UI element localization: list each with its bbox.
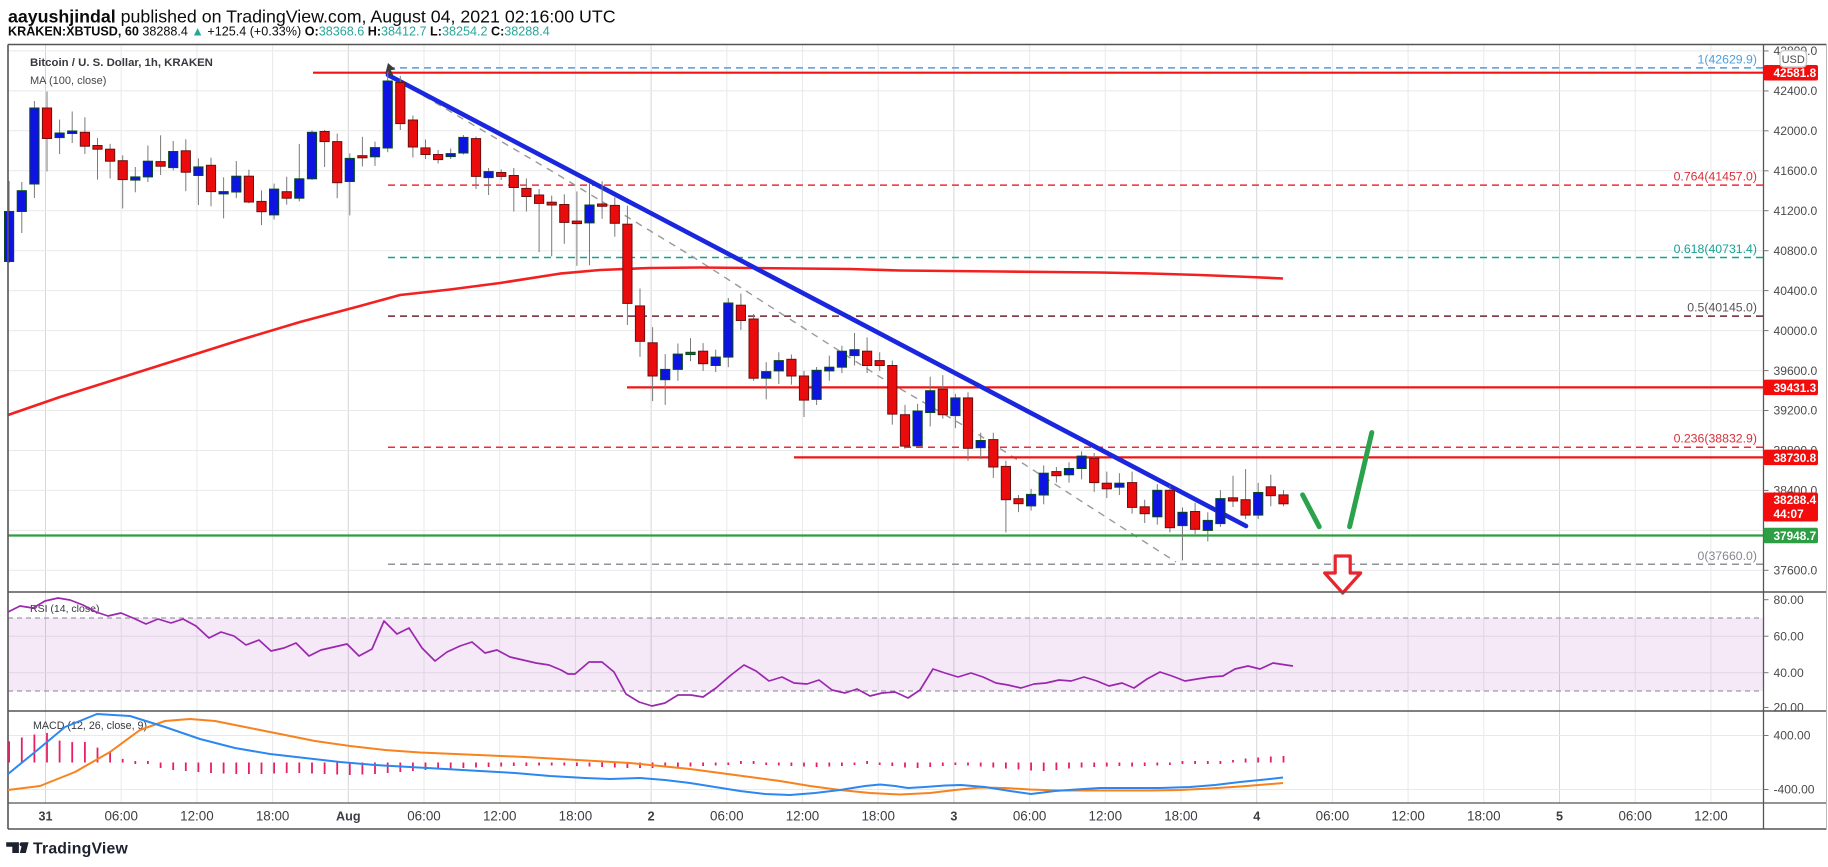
svg-text:0.236(38832.9): 0.236(38832.9) [1674, 432, 1757, 446]
svg-text:0.764(41457.0): 0.764(41457.0) [1674, 170, 1757, 184]
svg-text:41200.0: 41200.0 [1774, 204, 1818, 218]
svg-text:80.00: 80.00 [1774, 593, 1805, 607]
svg-text:-400.00: -400.00 [1774, 783, 1815, 797]
svg-text:44:07: 44:07 [1774, 507, 1805, 521]
svg-text:0.5(40145.0): 0.5(40145.0) [1687, 301, 1757, 315]
svg-text:3: 3 [950, 810, 957, 824]
svg-text:0.618(40731.4): 0.618(40731.4) [1674, 242, 1757, 256]
svg-text:MACD (12, 26, close, 9): MACD (12, 26, close, 9) [33, 720, 147, 732]
svg-text:60.00: 60.00 [1774, 629, 1805, 643]
svg-text:40000.0: 40000.0 [1774, 324, 1818, 338]
svg-text:06:00: 06:00 [1618, 809, 1652, 824]
svg-text:MA (100, close): MA (100, close) [30, 75, 106, 87]
svg-text:4: 4 [1253, 810, 1260, 824]
svg-text:06:00: 06:00 [710, 809, 744, 824]
svg-text:37600.0: 37600.0 [1774, 564, 1818, 578]
svg-text:12:00: 12:00 [483, 809, 517, 824]
svg-text:39431.3: 39431.3 [1774, 381, 1817, 395]
svg-text:Aug: Aug [336, 810, 360, 824]
svg-text:40.00: 40.00 [1774, 666, 1805, 680]
svg-text:12:00: 12:00 [180, 809, 214, 824]
svg-text:1(42629.9): 1(42629.9) [1698, 52, 1757, 66]
svg-text:37948.7: 37948.7 [1774, 529, 1817, 543]
svg-text:400.00: 400.00 [1774, 729, 1811, 743]
svg-text:5: 5 [1556, 810, 1563, 824]
svg-text:06:00: 06:00 [104, 809, 138, 824]
svg-text:39200.0: 39200.0 [1774, 404, 1818, 418]
svg-text:aayushjindal published on Trad: aayushjindal published on TradingView.co… [8, 7, 616, 27]
svg-text:0(37660.0): 0(37660.0) [1698, 549, 1757, 563]
svg-text:42400.0: 42400.0 [1774, 84, 1818, 98]
svg-text:USD: USD [1782, 54, 1805, 66]
svg-text:12:00: 12:00 [1694, 809, 1728, 824]
svg-text:TradingView: TradingView [33, 841, 128, 858]
svg-text:06:00: 06:00 [1316, 809, 1350, 824]
svg-text:40800.0: 40800.0 [1774, 244, 1818, 258]
svg-text:39600.0: 39600.0 [1774, 364, 1818, 378]
svg-text:2: 2 [648, 810, 655, 824]
svg-text:12:00: 12:00 [786, 809, 820, 824]
svg-text:RSI (14, close): RSI (14, close) [30, 603, 99, 615]
svg-text:KRAKEN:XBTUSD, 60 38288.4 ▲ +1: KRAKEN:XBTUSD, 60 38288.4 ▲ +125.4 (+0.3… [8, 25, 550, 39]
svg-text:Bitcoin / U. S. Dollar, 1h, KR: Bitcoin / U. S. Dollar, 1h, KRAKEN [30, 57, 213, 69]
svg-text:06:00: 06:00 [1013, 809, 1047, 824]
svg-text:18:00: 18:00 [861, 809, 895, 824]
svg-text:38730.8: 38730.8 [1774, 451, 1817, 465]
svg-text:31: 31 [38, 810, 52, 824]
svg-text:42581.8: 42581.8 [1774, 66, 1817, 80]
svg-text:12:00: 12:00 [1089, 809, 1123, 824]
svg-text:42000.0: 42000.0 [1774, 124, 1818, 138]
svg-text:18:00: 18:00 [1164, 809, 1198, 824]
svg-text:18:00: 18:00 [256, 809, 290, 824]
svg-text:38288.4: 38288.4 [1774, 493, 1817, 507]
svg-text:06:00: 06:00 [407, 809, 441, 824]
svg-text:18:00: 18:00 [1467, 809, 1501, 824]
svg-text:41600.0: 41600.0 [1774, 164, 1818, 178]
svg-text:12:00: 12:00 [1391, 809, 1425, 824]
svg-text:20.00: 20.00 [1774, 701, 1805, 715]
svg-text:18:00: 18:00 [559, 809, 593, 824]
svg-text:40400.0: 40400.0 [1774, 284, 1818, 298]
